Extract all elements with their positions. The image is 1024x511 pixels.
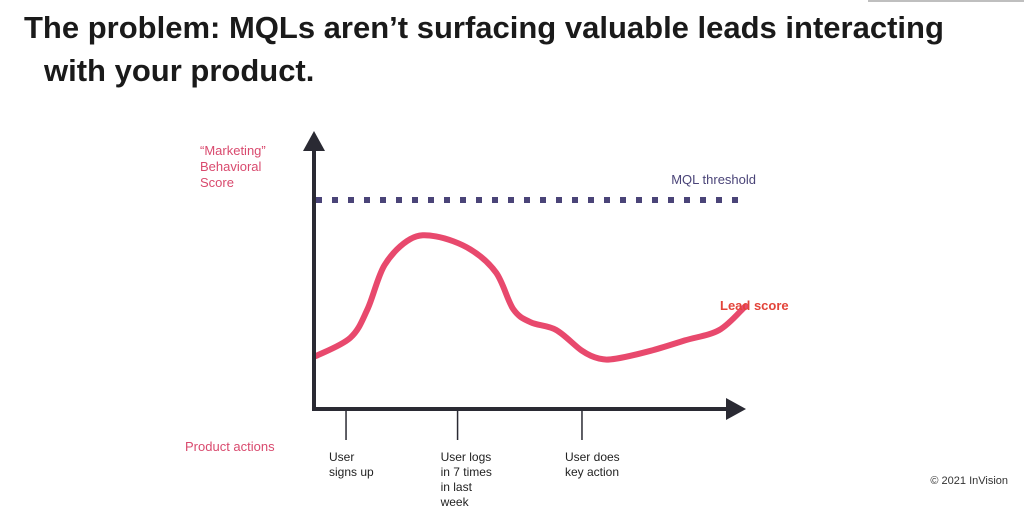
product-action-annotation-line: key action <box>565 465 619 479</box>
y-axis-label: “Marketing” Behavioral Score <box>200 143 266 190</box>
product-action-annotation-line: in last <box>441 480 473 494</box>
lead-score-label: Lead score <box>720 298 789 313</box>
title-lead-in: The problem: <box>24 10 221 45</box>
x-axis-arrowhead <box>726 398 746 420</box>
x-axis-label: Product actions <box>185 439 275 454</box>
lead-score-curve <box>313 232 748 363</box>
mql-threshold-label: MQL threshold <box>671 172 756 187</box>
product-action-annotation: User signs up <box>329 450 374 479</box>
y-axis-label-line: Behavioral <box>200 159 262 174</box>
product-action-annotation-line: in 7 times <box>441 465 492 479</box>
product-action-annotation-line: User does <box>565 450 620 464</box>
title-line2: with your product. <box>44 53 315 88</box>
title-line1: MQLs aren’t surfacing valuable leads int… <box>220 10 944 45</box>
y-axis-arrowhead <box>303 131 325 151</box>
slide-title: The problem: MQLs aren’t surfacing valua… <box>24 6 1004 92</box>
top-rule <box>868 0 1024 2</box>
product-action-annotation-line: User logs <box>441 450 492 464</box>
product-action-annotation: User logs in 7 times in last week <box>440 450 492 509</box>
copyright-notice: © 2021 InVision <box>930 475 1008 487</box>
product-action-annotation-line: User <box>329 450 354 464</box>
product-action-annotation-line: week <box>440 495 470 509</box>
y-axis-label-line: “Marketing” <box>200 143 266 158</box>
y-axis-label-line: Score <box>200 175 234 190</box>
product-action-annotation-line: signs up <box>329 465 374 479</box>
product-action-annotation: User does key action <box>565 450 620 479</box>
